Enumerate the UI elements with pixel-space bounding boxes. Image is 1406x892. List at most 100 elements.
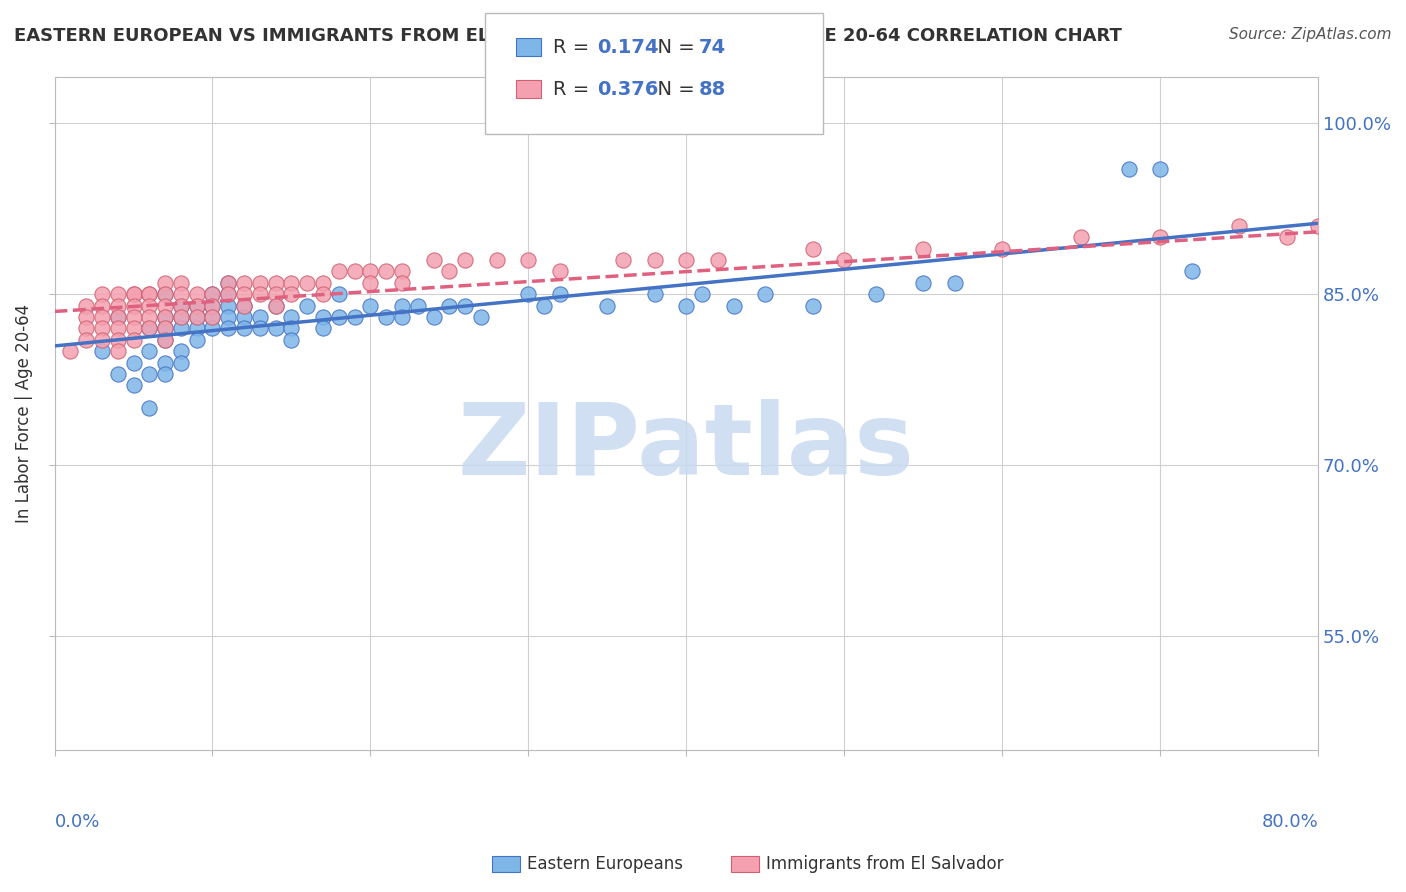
Point	[754, 287, 776, 301]
Point	[439, 264, 461, 278]
Point	[406, 299, 429, 313]
Point	[422, 310, 444, 324]
Point	[122, 310, 145, 324]
Point	[723, 299, 745, 313]
Point	[470, 310, 492, 324]
Point	[912, 242, 935, 256]
Text: 74: 74	[699, 37, 725, 57]
Point	[249, 310, 271, 324]
Point	[612, 252, 634, 267]
Point	[122, 287, 145, 301]
Point	[122, 321, 145, 335]
Point	[391, 310, 413, 324]
Point	[280, 321, 302, 335]
Point	[312, 321, 335, 335]
Point	[233, 321, 256, 335]
Point	[170, 299, 193, 313]
Point	[233, 299, 256, 313]
Point	[153, 299, 176, 313]
Point	[186, 299, 208, 313]
Point	[90, 287, 112, 301]
Point	[153, 310, 176, 324]
Point	[201, 321, 224, 335]
Text: N =: N =	[645, 37, 702, 57]
Text: ZIPatlas: ZIPatlas	[458, 399, 915, 496]
Point	[153, 355, 176, 369]
Point	[391, 264, 413, 278]
Point	[107, 344, 129, 359]
Point	[707, 252, 730, 267]
Point	[90, 299, 112, 313]
Point	[107, 299, 129, 313]
Point	[264, 287, 287, 301]
Point	[201, 310, 224, 324]
Point	[264, 299, 287, 313]
Point	[107, 367, 129, 381]
Point	[201, 310, 224, 324]
Point	[312, 287, 335, 301]
Point	[138, 367, 160, 381]
Point	[1275, 230, 1298, 244]
Point	[107, 321, 129, 335]
Point	[75, 333, 97, 347]
Point	[107, 333, 129, 347]
Point	[991, 242, 1014, 256]
Point	[138, 299, 160, 313]
Text: R =: R =	[553, 79, 595, 99]
Point	[170, 344, 193, 359]
Text: Immigrants from El Salvador: Immigrants from El Salvador	[766, 855, 1004, 873]
Point	[138, 344, 160, 359]
Point	[375, 310, 398, 324]
Point	[153, 321, 176, 335]
Point	[233, 276, 256, 290]
Point	[391, 299, 413, 313]
Point	[217, 276, 239, 290]
Point	[359, 276, 381, 290]
Point	[391, 276, 413, 290]
Point	[690, 287, 713, 301]
Point	[249, 287, 271, 301]
Point	[644, 287, 666, 301]
Point	[122, 355, 145, 369]
Point	[517, 252, 540, 267]
Point	[153, 287, 176, 301]
Point	[170, 299, 193, 313]
Point	[439, 299, 461, 313]
Point	[186, 321, 208, 335]
Point	[422, 252, 444, 267]
Point	[153, 333, 176, 347]
Point	[328, 287, 350, 301]
Point	[1070, 230, 1092, 244]
Point	[107, 310, 129, 324]
Text: 0.0%: 0.0%	[55, 814, 100, 831]
Point	[217, 287, 239, 301]
Point	[90, 344, 112, 359]
Point	[1149, 161, 1171, 176]
Point	[375, 264, 398, 278]
Point	[217, 287, 239, 301]
Point	[912, 276, 935, 290]
Point	[485, 252, 508, 267]
Point	[280, 333, 302, 347]
Point	[249, 276, 271, 290]
Point	[249, 321, 271, 335]
Text: Source: ZipAtlas.com: Source: ZipAtlas.com	[1229, 27, 1392, 42]
Point	[153, 310, 176, 324]
Point	[75, 321, 97, 335]
Point	[312, 276, 335, 290]
Point	[217, 276, 239, 290]
Point	[217, 299, 239, 313]
Point	[233, 287, 256, 301]
Point	[328, 264, 350, 278]
Point	[832, 252, 855, 267]
Point	[201, 299, 224, 313]
Point	[217, 321, 239, 335]
Point	[1308, 219, 1330, 233]
Point	[328, 310, 350, 324]
Text: 88: 88	[699, 79, 725, 99]
Point	[865, 287, 887, 301]
Point	[359, 264, 381, 278]
Point	[138, 321, 160, 335]
Point	[170, 355, 193, 369]
Point	[153, 287, 176, 301]
